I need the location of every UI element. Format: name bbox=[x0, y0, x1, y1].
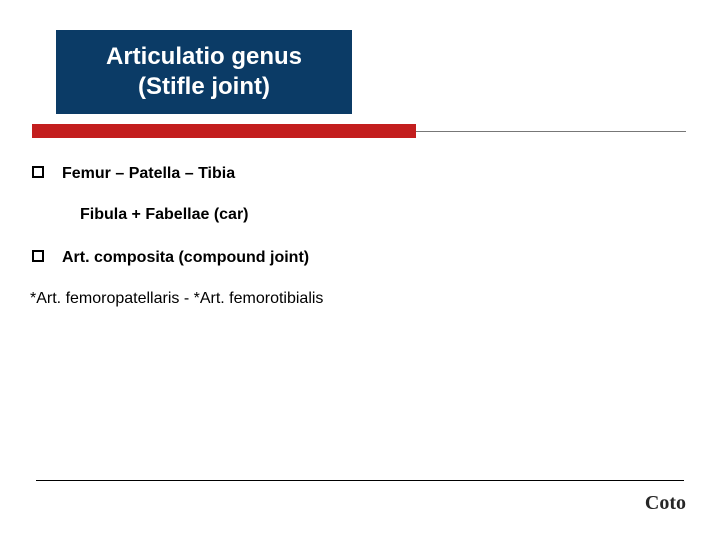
bullet-2-text: Art. composita (compound joint) bbox=[62, 248, 309, 267]
title-line-1: Articulatio genus bbox=[106, 42, 302, 72]
bullet-2: Art. composita (compound joint) bbox=[32, 248, 309, 267]
footer-text: Coto bbox=[645, 492, 686, 515]
bullet-square-icon bbox=[32, 250, 44, 262]
top-divider bbox=[416, 131, 686, 132]
bottom-divider bbox=[36, 480, 684, 481]
slide: Articulatio genus (Stifle joint) Femur –… bbox=[0, 0, 720, 540]
title-box: Articulatio genus (Stifle joint) bbox=[56, 30, 352, 114]
note-line: *Art. femoropatellaris - *Art. femorotib… bbox=[30, 290, 323, 308]
bullet-1-text: Femur – Patella – Tibia bbox=[62, 164, 235, 183]
title-line-2: (Stifle joint) bbox=[138, 72, 270, 102]
indented-line: Fibula + Fabellae (car) bbox=[80, 206, 249, 224]
bullet-1: Femur – Patella – Tibia bbox=[32, 164, 235, 183]
bullet-square-icon bbox=[32, 166, 44, 178]
accent-bar bbox=[32, 124, 416, 138]
